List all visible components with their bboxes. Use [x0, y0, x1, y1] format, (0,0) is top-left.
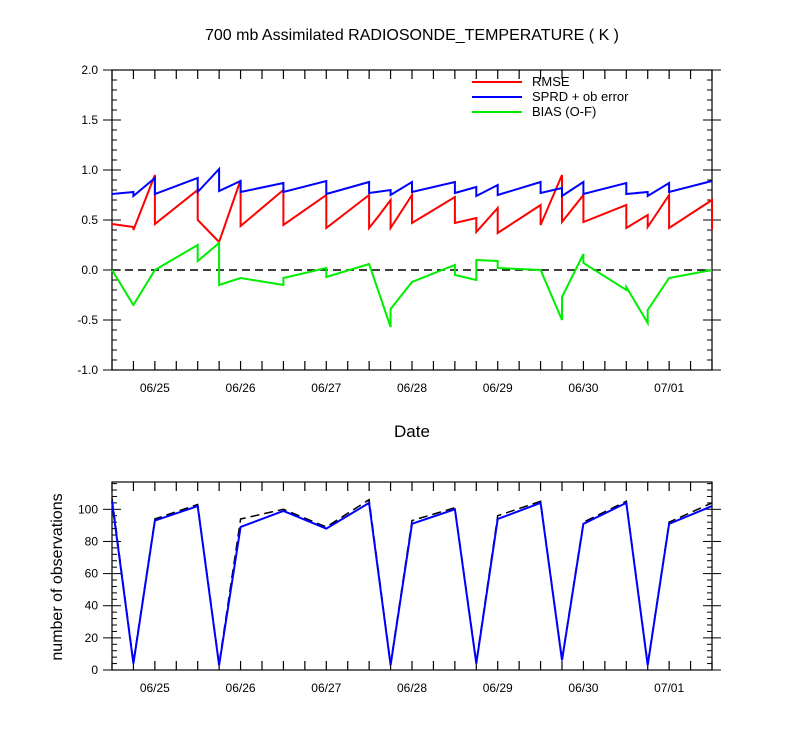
- legend-label: BIAS (O-F): [532, 104, 596, 119]
- bottom-plot-area: 06/25 06/26 06/27 06/28 06/29 06/30 07/01 0 20 40…: [78, 481, 721, 695]
- bottom-x-tick-label: 07/01: [654, 681, 684, 695]
- top-y-tick-label: -0.5: [77, 313, 98, 327]
- legend-label: RMSE: [532, 74, 570, 89]
- top-series-line-bias-o-f: [111, 240, 713, 328]
- bottom-x-tick-label: 06/30: [568, 681, 598, 695]
- top-y-tick-label: 0.0: [81, 263, 98, 277]
- bottom-x-tick-label: 06/29: [483, 681, 513, 695]
- top-x-tick-label: 06/26: [226, 381, 256, 395]
- bottom-x-tick-label: 06/28: [397, 681, 427, 695]
- bottom-x-tick-label: 06/26: [226, 681, 256, 695]
- top-y-tick-label: 0.5: [81, 213, 98, 227]
- bottom-y-tick-label: 0: [91, 663, 98, 677]
- y-axis-label-observations: number of observations: [49, 493, 66, 660]
- top-y-tick-label: 1.5: [81, 113, 98, 127]
- top-series-line-rmse: [111, 174, 713, 244]
- top-plot-area: 06/25 06/26 06/27 06/28 06/29 06/30 07/01 -1.0 -…: [77, 63, 721, 395]
- top-x-tick-label: 06/27: [311, 381, 341, 395]
- top-x-tick-label: 06/30: [568, 381, 598, 395]
- top-x-tick-label: 06/29: [483, 381, 513, 395]
- bottom-series-group: [111, 498, 713, 666]
- bottom-y-tick-label: 60: [85, 567, 99, 581]
- chart-title: 700 mb Assimilated RADIOSONDE_TEMPERATUR…: [205, 27, 619, 44]
- x-axis-label: Date: [394, 422, 430, 441]
- top-y-tick-label: 1.0: [81, 163, 98, 177]
- top-x-tick-label: 06/28: [397, 381, 427, 395]
- bottom-y-tick-label: 80: [85, 534, 99, 548]
- top-y-tick-label: 2.0: [81, 63, 98, 77]
- bottom-y-tick-label: 40: [85, 599, 99, 613]
- bottom-plot-frame: [111, 481, 713, 671]
- top-series-group: [111, 166, 713, 328]
- legend-label: SPRD + ob error: [532, 89, 629, 104]
- top-x-tick-label: 07/01: [654, 381, 684, 395]
- bottom-series-line-series-1: [111, 501, 713, 666]
- bottom-x-tick-label: 06/27: [311, 681, 341, 695]
- top-y-tick-label: -1.0: [77, 363, 98, 377]
- bottom-y-tick-label: 20: [85, 631, 99, 645]
- top-series-line-sprd-ob-error: [111, 166, 713, 199]
- top-x-tick-label: 06/25: [140, 381, 170, 395]
- bottom-x-tick-label: 06/25: [140, 681, 170, 695]
- bottom-y-tick-label: 100: [78, 502, 98, 516]
